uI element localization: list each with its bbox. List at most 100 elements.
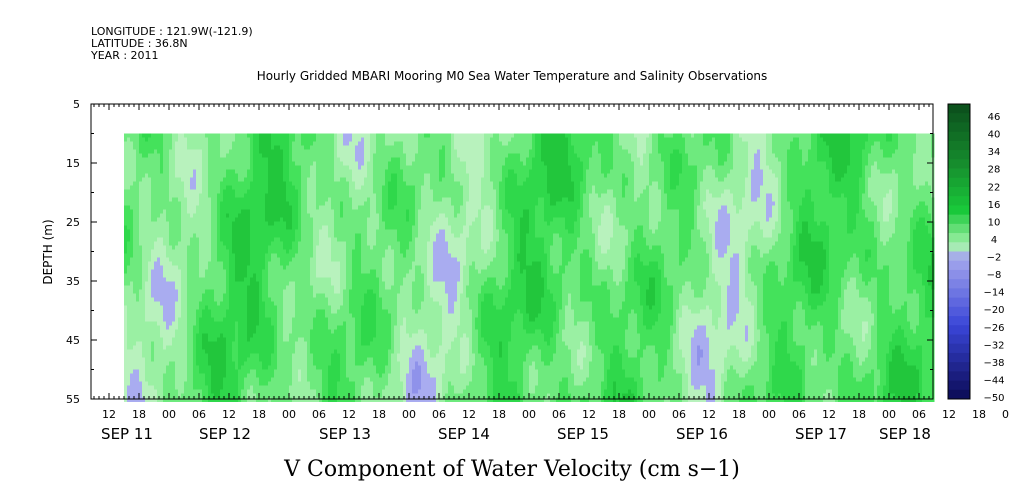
heatmap-cell bbox=[334, 229, 338, 234]
heatmap-cell bbox=[184, 293, 188, 298]
heatmap-cell bbox=[334, 261, 338, 266]
heatmap-cell bbox=[298, 349, 302, 354]
heatmap-cell bbox=[235, 345, 239, 350]
heatmap-cell bbox=[319, 365, 323, 370]
heatmap-cell bbox=[313, 157, 317, 162]
heatmap-cell bbox=[289, 133, 293, 138]
heatmap-cell bbox=[184, 309, 188, 314]
heatmap-cell bbox=[283, 209, 287, 214]
heatmap-cell bbox=[154, 265, 158, 270]
heatmap-cell bbox=[190, 161, 194, 166]
heatmap-cell bbox=[259, 193, 263, 198]
heatmap-cell bbox=[199, 337, 203, 342]
heatmap-cell bbox=[238, 265, 242, 270]
heatmap-cell bbox=[334, 305, 338, 310]
heatmap-cell bbox=[214, 297, 218, 302]
heatmap-cell bbox=[337, 381, 341, 386]
heatmap-cell bbox=[289, 233, 293, 238]
heatmap-cell bbox=[301, 309, 305, 314]
heatmap-cell bbox=[313, 329, 317, 334]
heatmap-cell bbox=[205, 277, 209, 282]
heatmap-cell bbox=[319, 229, 323, 234]
heatmap-cell bbox=[145, 165, 149, 170]
heatmap-cell bbox=[253, 173, 257, 178]
heatmap-cell bbox=[331, 225, 335, 230]
heatmap-cell bbox=[319, 185, 323, 190]
heatmap-cell bbox=[199, 353, 203, 358]
heatmap-cell bbox=[229, 217, 233, 222]
heatmap-cell bbox=[325, 217, 329, 222]
heatmap-cell bbox=[127, 201, 131, 206]
heatmap-cell bbox=[250, 185, 254, 190]
heatmap-cell bbox=[253, 205, 257, 210]
heatmap-cell bbox=[292, 317, 296, 322]
heatmap-cell bbox=[124, 213, 128, 218]
heatmap-cell bbox=[319, 205, 323, 210]
heatmap-cell bbox=[328, 257, 332, 262]
heatmap-cell bbox=[142, 397, 146, 402]
heatmap-cell bbox=[193, 193, 197, 198]
heatmap-cell bbox=[154, 289, 158, 294]
heatmap-cell bbox=[157, 349, 161, 354]
heatmap-cell bbox=[127, 181, 131, 186]
heatmap-cell bbox=[265, 353, 269, 358]
heatmap-cell bbox=[334, 357, 338, 362]
heatmap-cell bbox=[217, 373, 221, 378]
heatmap-cell bbox=[286, 161, 290, 166]
heatmap-cell bbox=[127, 281, 131, 286]
heatmap-cell bbox=[223, 397, 227, 402]
heatmap-cell bbox=[175, 201, 179, 206]
heatmap-cell bbox=[331, 185, 335, 190]
heatmap-cell bbox=[136, 281, 140, 286]
heatmap-cell bbox=[145, 209, 149, 214]
heatmap-cell bbox=[148, 357, 152, 362]
heatmap-cell bbox=[220, 349, 224, 354]
heatmap-cell bbox=[298, 253, 302, 258]
heatmap-cell bbox=[328, 321, 332, 326]
heatmap-cell bbox=[136, 165, 140, 170]
heatmap-cell bbox=[124, 285, 128, 290]
heatmap-cell bbox=[211, 329, 215, 334]
heatmap-cell bbox=[211, 193, 215, 198]
heatmap-cell bbox=[256, 325, 260, 330]
heatmap-cell bbox=[268, 361, 272, 366]
heatmap-cell bbox=[169, 209, 173, 214]
heatmap-cell bbox=[136, 273, 140, 278]
heatmap-cell bbox=[232, 373, 236, 378]
heatmap-cell bbox=[316, 145, 320, 150]
heatmap-cell bbox=[244, 361, 248, 366]
heatmap-cell bbox=[130, 385, 134, 390]
heatmap-cell bbox=[268, 277, 272, 282]
heatmap-cell bbox=[202, 157, 206, 162]
heatmap-cell bbox=[190, 137, 194, 142]
heatmap-cell bbox=[190, 237, 194, 242]
heatmap-cell bbox=[289, 301, 293, 306]
heatmap-cell bbox=[208, 189, 212, 194]
heatmap-cell bbox=[334, 241, 338, 246]
heatmap-cell bbox=[343, 253, 347, 258]
heatmap-cell bbox=[286, 261, 290, 266]
heatmap-cell bbox=[217, 225, 221, 230]
heatmap-cell bbox=[292, 321, 296, 326]
heatmap-cell bbox=[214, 173, 218, 178]
heatmap-cell bbox=[301, 145, 305, 150]
heatmap-cell bbox=[241, 145, 245, 150]
heatmap-cell bbox=[142, 297, 146, 302]
heatmap-cell bbox=[238, 281, 242, 286]
heatmap-cell bbox=[175, 389, 179, 394]
heatmap-cell bbox=[331, 377, 335, 382]
heatmap-cell bbox=[145, 245, 149, 250]
heatmap-cell bbox=[277, 189, 281, 194]
heatmap-cell bbox=[337, 333, 341, 338]
heatmap-cell bbox=[232, 133, 236, 138]
heatmap-cell bbox=[124, 381, 128, 386]
heatmap-cell bbox=[337, 241, 341, 246]
heatmap-cell bbox=[259, 225, 263, 230]
heatmap-cell bbox=[310, 353, 314, 358]
heatmap-cell bbox=[193, 365, 197, 370]
heatmap-cell bbox=[334, 269, 338, 274]
heatmap-cell bbox=[331, 397, 335, 402]
heatmap-cell bbox=[181, 325, 185, 330]
heatmap-cell bbox=[256, 265, 260, 270]
heatmap-cell bbox=[154, 389, 158, 394]
